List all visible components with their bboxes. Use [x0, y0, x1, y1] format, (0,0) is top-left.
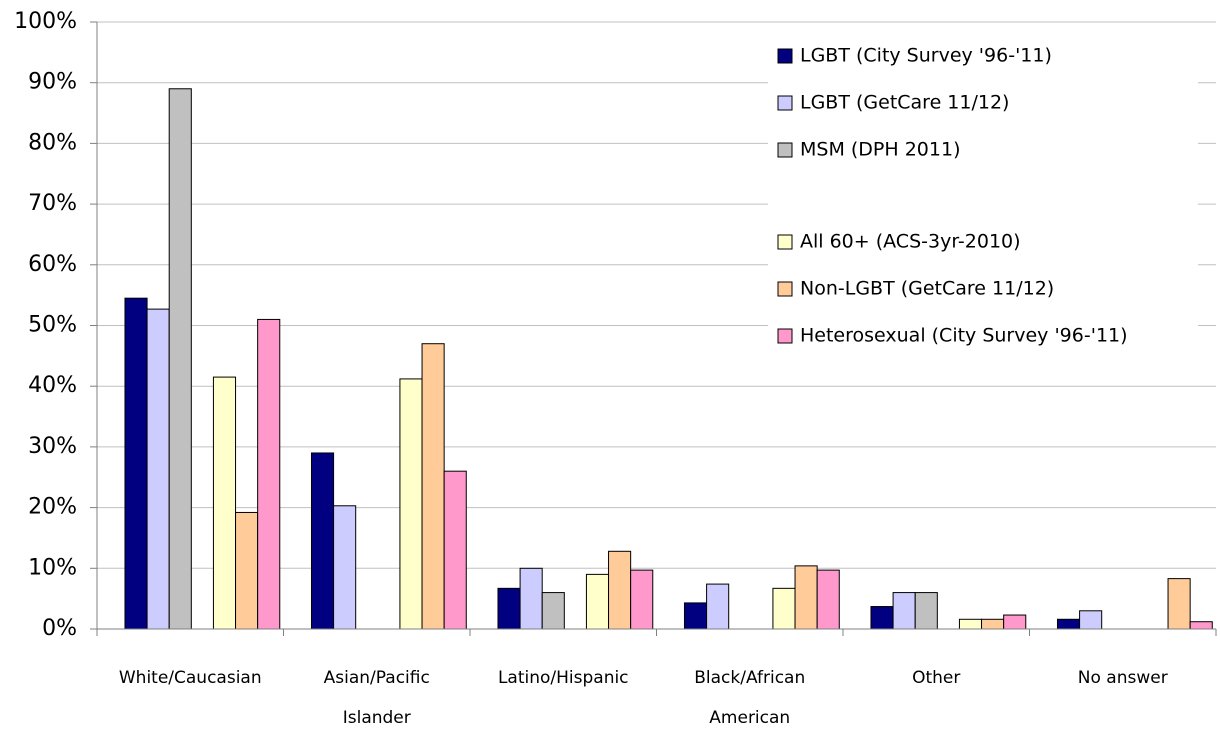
bar	[124, 297, 148, 630]
x-tick-label: Islander	[343, 708, 411, 728]
bar	[146, 308, 170, 630]
y-tick-label: 10%	[28, 555, 77, 580]
y-tick-label: 50%	[28, 313, 77, 338]
bar	[1056, 618, 1081, 630]
bar	[585, 573, 610, 630]
legend-swatch	[777, 328, 793, 344]
y-tick-label: 0%	[42, 616, 77, 641]
bar	[1167, 578, 1191, 630]
bar	[541, 592, 565, 630]
bar	[443, 470, 467, 630]
bar	[1189, 621, 1213, 630]
x-tick-label: Asian/Pacific	[324, 668, 430, 688]
y-tick-label: 80%	[28, 130, 77, 155]
x-tick-label: No answer	[1078, 668, 1168, 688]
legend-swatch	[777, 234, 793, 250]
legend-label: Non-LGBT (GetCare 11/12)	[800, 278, 1054, 300]
bar	[958, 618, 983, 630]
legend-swatch	[777, 142, 793, 158]
bar	[1079, 610, 1103, 630]
legend-swatch	[777, 281, 793, 297]
legend-label: All 60+ (ACS-3yr-2010)	[800, 231, 1021, 253]
bar	[519, 567, 543, 630]
bar	[421, 343, 445, 630]
bar	[892, 592, 916, 630]
bar	[257, 318, 281, 630]
bar	[794, 565, 818, 630]
bar	[772, 587, 796, 630]
y-tick-label: 90%	[28, 70, 77, 95]
legend-label: LGBT (GetCare 11/12)	[800, 92, 1009, 114]
bar	[914, 592, 938, 630]
bar	[706, 583, 730, 630]
bar	[870, 606, 894, 630]
x-tick-label: Black/African	[694, 668, 805, 688]
y-tick-label: 60%	[28, 252, 77, 277]
bar	[1003, 614, 1027, 630]
bar	[168, 88, 192, 630]
y-tick-label: 70%	[28, 191, 77, 216]
bar	[816, 569, 840, 630]
bar	[399, 378, 423, 630]
bar	[235, 511, 259, 630]
y-tick-label: 40%	[28, 373, 77, 398]
legend-label: MSM (DPH 2011)	[800, 139, 960, 161]
bar	[630, 569, 654, 630]
legend-swatch	[777, 48, 793, 64]
legend-label: LGBT (City Survey '96-'11)	[800, 45, 1052, 67]
x-tick-label: Latino/Hispanic	[498, 668, 629, 688]
bar	[683, 602, 708, 630]
legend-label: Heterosexual (City Survey '96-'11)	[800, 325, 1128, 347]
x-tick-label: White/Caucasian	[119, 668, 262, 688]
bar	[212, 376, 237, 630]
y-tick-label: 100%	[14, 9, 77, 34]
legend-box	[768, 30, 1198, 360]
y-tick-label: 20%	[28, 495, 77, 520]
bar	[333, 505, 357, 630]
y-tick-label: 30%	[28, 434, 77, 459]
legend-swatch	[777, 95, 793, 111]
bar	[310, 452, 335, 630]
bar	[981, 618, 1005, 630]
bar	[497, 587, 521, 630]
x-tick-label: Other	[912, 668, 960, 688]
bar	[608, 550, 632, 630]
x-tick-label: American	[709, 708, 790, 728]
